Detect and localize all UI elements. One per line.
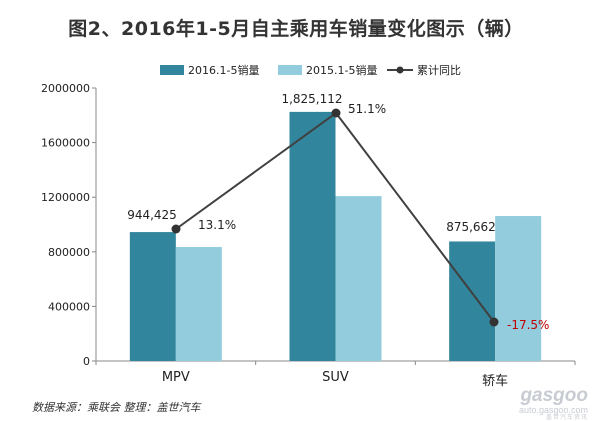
watermark-logo: gasgoo auto.gasgoo.com 盖世汽车资讯 — [478, 386, 588, 421]
watermark-cn: 盖世汽车资讯 — [545, 415, 588, 421]
watermark-url: auto.gasgoo.com — [518, 405, 588, 415]
chart-title: 图2、2016年1-5月自主乘用车销量变化图示（辆） — [68, 18, 524, 40]
y-tick-label: 0 — [83, 355, 90, 368]
yoy-line — [171, 108, 499, 327]
y-tick-label: 1200000 — [41, 191, 90, 204]
data-source-note: 数据来源：乘联会 整理：盖世汽车 — [32, 401, 201, 414]
watermark-brand: gasgoo — [520, 385, 588, 406]
x-tick-label: MPV — [162, 370, 190, 385]
bar-value-label: 944,425 — [127, 208, 177, 222]
y-tick-label: 800000 — [48, 246, 90, 259]
bar-2015 — [335, 196, 382, 361]
yoy-value-label: -17.5% — [507, 318, 549, 332]
legend-swatch-2015 — [278, 65, 302, 75]
legend-label-2015: 2015.1-5销量 — [306, 63, 377, 77]
y-tick-label: 400000 — [48, 300, 90, 313]
bars — [129, 111, 542, 361]
bar-value-label: 1,825,112 — [281, 92, 342, 106]
bar-value-label: 875,662 — [446, 220, 496, 234]
bar-2016 — [289, 111, 336, 361]
y-tick-label: 1600000 — [41, 137, 90, 150]
yoy-marker — [331, 108, 341, 118]
x-tick-label: 轿车 — [482, 373, 508, 389]
legend-swatch-2016 — [160, 65, 184, 75]
yoy-value-label: 13.1% — [198, 218, 236, 232]
yoy-value-label: 51.1% — [348, 102, 386, 116]
bar-2016 — [129, 232, 176, 361]
y-tick-label: 2000000 — [41, 82, 90, 95]
legend: 2016.1-5销量 2015.1-5销量 累计同比 — [160, 63, 461, 77]
bar-2016 — [449, 241, 496, 361]
yoy-marker — [171, 224, 181, 234]
bar-2015 — [495, 216, 542, 361]
legend-marker-yoy — [396, 66, 404, 74]
x-tick-label: SUV — [322, 370, 349, 385]
legend-label-yoy: 累计同比 — [417, 64, 461, 77]
legend-label-2016: 2016.1-5销量 — [188, 63, 259, 77]
bar-2015 — [175, 247, 222, 361]
yoy-marker — [489, 317, 499, 327]
data-labels: 944,425 1,825,112 875,662 13.1% 51.1% -17.5% — [127, 92, 549, 332]
